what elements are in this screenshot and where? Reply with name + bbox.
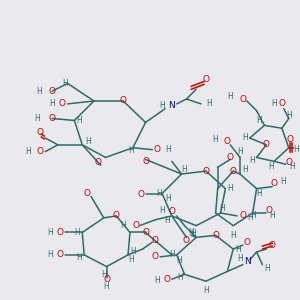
Text: H: H xyxy=(249,156,255,165)
Text: H: H xyxy=(230,231,236,240)
Text: O: O xyxy=(243,238,250,247)
Text: H: H xyxy=(286,111,292,120)
Text: H: H xyxy=(212,135,218,144)
Text: O: O xyxy=(49,87,56,96)
Text: O: O xyxy=(49,114,56,123)
Text: H: H xyxy=(76,116,82,125)
Text: H: H xyxy=(49,99,55,108)
Text: O: O xyxy=(58,99,65,108)
Text: H: H xyxy=(188,228,194,237)
Text: H: H xyxy=(176,256,182,265)
Text: O: O xyxy=(278,99,285,108)
Text: H: H xyxy=(237,254,243,263)
Text: H: H xyxy=(47,250,53,260)
Text: N: N xyxy=(244,257,251,266)
Text: O: O xyxy=(224,137,231,146)
Text: O: O xyxy=(168,206,175,215)
Text: H: H xyxy=(101,270,106,279)
Text: O: O xyxy=(152,252,159,261)
Text: O: O xyxy=(137,190,144,199)
Text: O: O xyxy=(84,189,91,198)
Text: O: O xyxy=(94,158,101,167)
Text: O: O xyxy=(56,250,63,260)
Text: H: H xyxy=(190,229,196,238)
Text: H: H xyxy=(130,248,136,256)
Text: O: O xyxy=(142,228,149,237)
Text: O: O xyxy=(164,275,170,284)
Text: H: H xyxy=(237,147,243,156)
Text: H: H xyxy=(25,147,31,156)
Text: H: H xyxy=(227,92,233,100)
Text: O: O xyxy=(227,153,234,162)
Text: H: H xyxy=(165,194,171,203)
Text: H: H xyxy=(74,228,80,237)
Text: H: H xyxy=(256,116,262,125)
Text: O: O xyxy=(37,128,44,136)
Text: H: H xyxy=(169,250,175,260)
Text: H: H xyxy=(269,212,275,220)
Text: H: H xyxy=(128,255,134,264)
Text: O: O xyxy=(152,236,159,245)
Text: H: H xyxy=(154,276,160,285)
Text: H: H xyxy=(85,137,91,146)
Text: H: H xyxy=(159,206,165,214)
Text: H: H xyxy=(34,114,40,123)
Text: H: H xyxy=(235,244,241,253)
Text: H: H xyxy=(294,145,299,154)
Text: H: H xyxy=(264,264,270,273)
Text: H: H xyxy=(164,216,170,225)
Text: N: N xyxy=(169,101,175,110)
Text: H: H xyxy=(165,145,171,154)
Text: O: O xyxy=(271,179,278,188)
Text: H: H xyxy=(76,253,82,262)
Text: H: H xyxy=(203,286,209,296)
Text: O: O xyxy=(56,228,63,237)
Text: H: H xyxy=(62,79,68,88)
Text: O: O xyxy=(142,157,149,166)
Text: H: H xyxy=(227,184,233,193)
Text: O: O xyxy=(103,275,110,284)
Text: O: O xyxy=(239,212,247,220)
Text: H: H xyxy=(159,101,165,110)
Text: O: O xyxy=(230,167,237,176)
Text: O: O xyxy=(132,221,139,230)
Text: O: O xyxy=(154,145,161,154)
Text: O: O xyxy=(263,140,270,149)
Text: H: H xyxy=(268,162,274,171)
Text: O: O xyxy=(269,241,276,250)
Text: H: H xyxy=(47,228,53,237)
Text: H: H xyxy=(250,212,256,220)
Text: H: H xyxy=(206,99,212,108)
Text: O: O xyxy=(202,167,209,176)
Text: O: O xyxy=(183,236,190,245)
Text: O: O xyxy=(37,147,44,156)
Text: O: O xyxy=(212,231,219,240)
Text: H: H xyxy=(242,134,248,142)
Text: O: O xyxy=(266,206,273,214)
Text: O: O xyxy=(120,97,127,106)
Text: O: O xyxy=(113,212,120,220)
Text: H: H xyxy=(256,189,262,198)
Text: O: O xyxy=(286,135,293,144)
Text: H: H xyxy=(247,213,253,222)
Text: H: H xyxy=(177,273,182,282)
Text: H: H xyxy=(220,204,225,213)
Text: H: H xyxy=(156,189,162,198)
Text: H: H xyxy=(271,99,277,108)
Text: H: H xyxy=(37,87,42,96)
Text: H: H xyxy=(120,221,126,230)
Text: O: O xyxy=(202,75,209,84)
Text: H: H xyxy=(280,177,286,186)
Text: H: H xyxy=(242,165,248,174)
Text: O: O xyxy=(285,158,292,167)
Text: H: H xyxy=(128,146,134,155)
Text: H: H xyxy=(182,165,188,174)
Text: H: H xyxy=(290,162,296,171)
Text: O: O xyxy=(239,94,247,103)
Text: H: H xyxy=(104,281,110,290)
